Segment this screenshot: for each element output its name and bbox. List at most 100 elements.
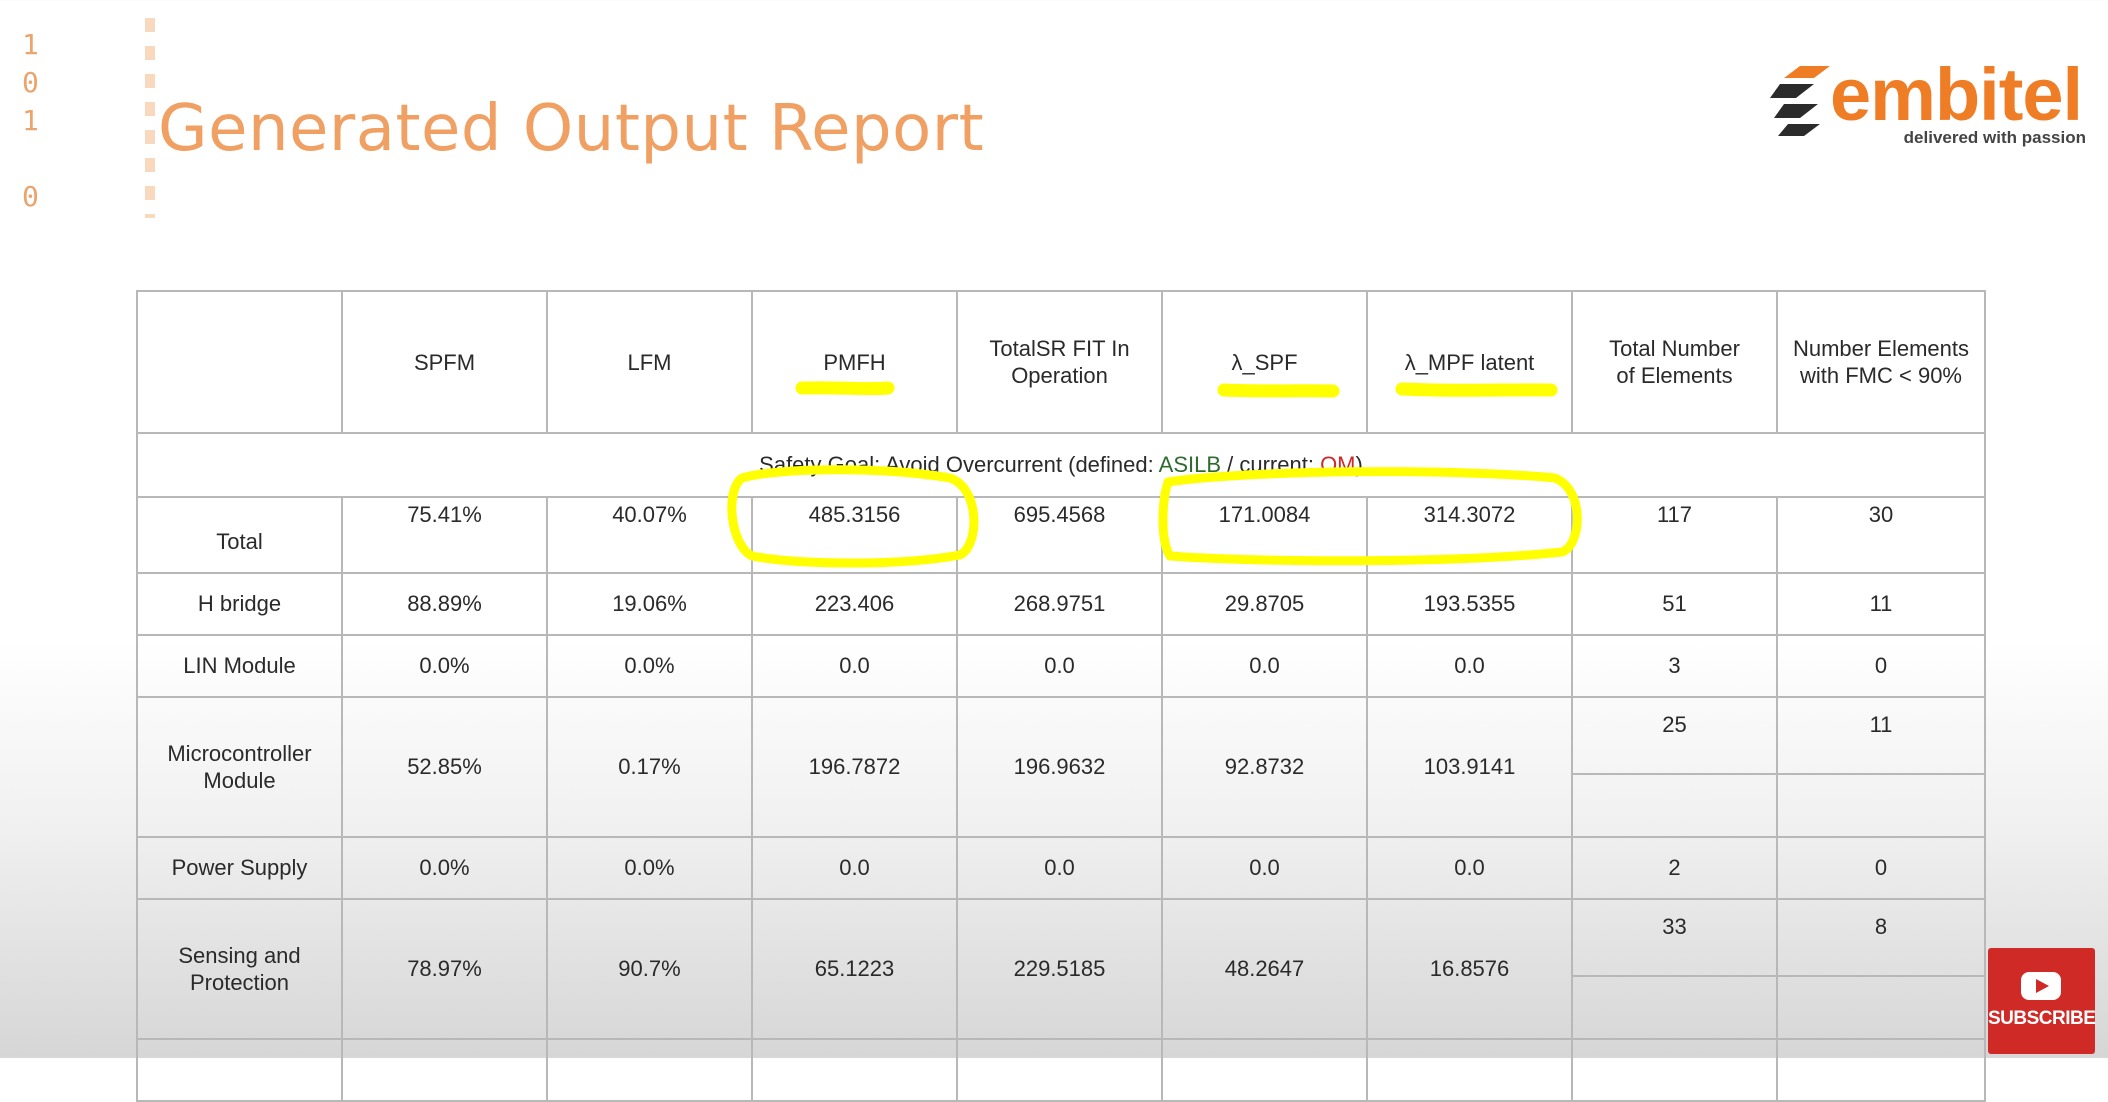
table-row-h-bridge: H bridge 88.89% 19.06% 223.406 268.9751 … (136, 572, 1986, 636)
cell-pmfh: 196.7872 (751, 696, 958, 838)
binary-digit: 0 (22, 180, 39, 213)
cell-total-sr: 0.0 (956, 836, 1163, 900)
subscribe-label: SUBSCRIBE (1988, 1008, 2096, 1029)
cell-total-sr: 268.9751 (956, 572, 1163, 636)
cell-lambda-spf: 29.8705 (1161, 572, 1368, 636)
cell-lfm: 40.07% (546, 496, 753, 574)
header-total-elements-line2: of Elements (1616, 363, 1733, 388)
header-total-elements: Total Number of Elements (1571, 290, 1778, 434)
row-label: LIN Module (136, 634, 343, 698)
cell-lambda-mpf: 314.3072 (1366, 496, 1573, 574)
logo-tagline: delivered with passion (1903, 128, 2086, 147)
cell-lambda-spf: 48.2647 (1161, 898, 1368, 1040)
cell-empty (1776, 1038, 1986, 1102)
row-label: H bridge (136, 572, 343, 636)
safety-goal-current: QM (1320, 452, 1356, 477)
subscribe-button[interactable]: SUBSCRIBE (1988, 948, 2096, 1054)
cell-lambda-mpf: 0.0 (1366, 836, 1573, 900)
table-row-power-supply: Power Supply 0.0% 0.0% 0.0 0.0 0.0 0.0 2… (136, 836, 1986, 900)
cell-total-elements: 51 (1571, 572, 1778, 636)
cell-pmfh: 0.0 (751, 836, 958, 900)
row-label: Power Supply (136, 836, 343, 900)
cell-lambda-mpf: 193.5355 (1366, 572, 1573, 636)
cell-spfm: 88.89% (341, 572, 548, 636)
cell-spfm: 52.85% (341, 696, 548, 838)
cell-pmfh: 223.406 (751, 572, 958, 636)
header-elements-fmc-line2: with FMC < 90% (1800, 363, 1962, 388)
binary-digit: 0 (22, 66, 39, 99)
cell-elements-fmc: 11 (1776, 572, 1986, 636)
header-pmfh: PMFH (751, 290, 958, 434)
cell-empty (1366, 1038, 1573, 1102)
header-elements-fmc: Number Elements with FMC < 90% (1776, 290, 1986, 434)
cell-lambda-mpf: 0.0 (1366, 634, 1573, 698)
safety-goal-middle: / current: (1221, 452, 1321, 477)
cell-total-elements: 117 (1571, 496, 1778, 574)
header-total-sr-fit: TotalSR FIT In Operation (956, 290, 1163, 434)
cell-elements-fmc: 8 (1776, 898, 1986, 977)
cell-lambda-spf: 0.0 (1161, 634, 1368, 698)
cell-empty (546, 1038, 753, 1102)
cell-lfm: 19.06% (546, 572, 753, 636)
cell-pmfh: 485.3156 (751, 496, 958, 574)
safety-goal-suffix: ) (1355, 452, 1363, 477)
cell-empty (1571, 773, 1778, 838)
row-label: Microcontroller Module (136, 696, 343, 838)
table-header-row: SPFM LFM PMFH TotalSR FIT In Operation λ… (136, 290, 1986, 434)
cell-empty (751, 1038, 958, 1102)
cell-lambda-spf: 0.0 (1161, 836, 1368, 900)
cell-spfm: 0.0% (341, 634, 548, 698)
row-label: Total (136, 496, 343, 574)
output-report-table: SPFM LFM PMFH TotalSR FIT In Operation λ… (136, 290, 1986, 1102)
cell-elements-fmc: 11 (1776, 696, 1986, 775)
row-label: Sensing and Protection (136, 898, 343, 1040)
table-row-sensing: Sensing and Protection 78.97% 90.7% 65.1… (136, 898, 1986, 1040)
cell-lfm: 0.0% (546, 836, 753, 900)
safety-goal-defined: ASILB (1158, 452, 1222, 477)
cell-spfm: 78.97% (341, 898, 548, 1040)
cell-empty (1776, 975, 1986, 1040)
cell-empty (1776, 773, 1986, 838)
header-lambda-spf: λ_SPF (1161, 290, 1368, 434)
cell-lfm: 90.7% (546, 898, 753, 1040)
binary-digit (22, 140, 39, 178)
cell-total-sr: 0.0 (956, 634, 1163, 698)
safety-goal-cell: Safety Goal: Avoid Overcurrent (defined:… (136, 432, 1986, 498)
cell-empty (341, 1038, 548, 1102)
cell-spfm: 0.0% (341, 836, 548, 900)
cell-lambda-spf: 171.0084 (1161, 496, 1368, 574)
row-label-line2: Module (203, 768, 276, 793)
header-empty (136, 290, 343, 434)
youtube-play-icon (2021, 972, 2061, 1000)
header-spfm: SPFM (341, 290, 548, 434)
page-title: Generated Output Report (158, 92, 985, 166)
row-label-line1: Sensing and (178, 943, 301, 968)
cell-empty (1161, 1038, 1368, 1102)
cell-lambda-mpf: 103.9141 (1366, 696, 1573, 838)
table-row-sensing-sub (137, 975, 1986, 1040)
table-row-total: Total 75.41% 40.07% 485.3156 695.4568 17… (136, 496, 1986, 574)
cell-elements-fmc: 0 (1776, 634, 1986, 698)
cell-total-sr: 196.9632 (956, 696, 1163, 838)
cell-total-elements: 25 (1571, 696, 1778, 775)
logo-mark-icon (1770, 66, 1830, 136)
cell-lambda-spf: 92.8732 (1161, 696, 1368, 838)
header-elements-fmc-line1: Number Elements (1792, 336, 1970, 361)
safety-goal-row: Safety Goal: Avoid Overcurrent (defined:… (136, 432, 1986, 498)
table-row-empty (136, 1038, 1986, 1102)
cell-lfm: 0.17% (546, 696, 753, 838)
cell-empty (1571, 975, 1778, 1040)
table-row-microcontroller: Microcontroller Module 52.85% 0.17% 196.… (136, 696, 1986, 838)
cell-total-sr: 229.5185 (956, 898, 1163, 1040)
header-total-sr-fit-line2: Operation (1011, 363, 1108, 388)
header-lambda-mpf: λ_MPF latent (1366, 290, 1573, 434)
header-total-elements-line1: Total Number (1609, 336, 1740, 361)
table-row-lin-module: LIN Module 0.0% 0.0% 0.0 0.0 0.0 0.0 3 0 (136, 634, 1986, 698)
cell-empty (1571, 1038, 1778, 1102)
binary-digit: 1 (22, 28, 39, 61)
binary-decoration: 1 0 1 0 (22, 26, 39, 216)
cell-lambda-mpf: 16.8576 (1366, 898, 1573, 1040)
cell-spfm: 75.41% (341, 496, 548, 574)
cell-empty (956, 1038, 1163, 1102)
binary-digit: 1 (22, 104, 39, 137)
